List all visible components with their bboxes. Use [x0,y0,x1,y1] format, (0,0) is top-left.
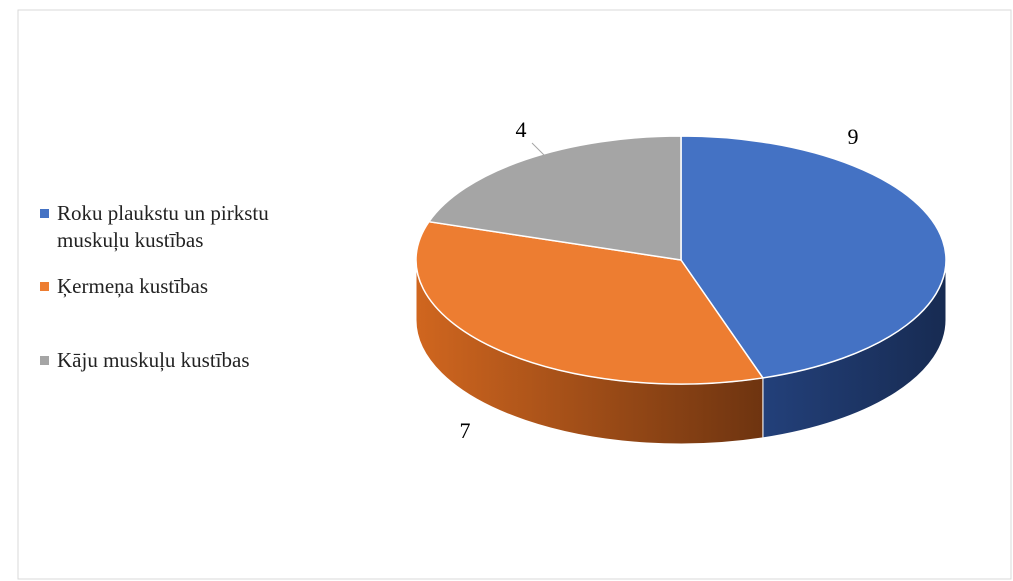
data-label: 4 [516,117,527,142]
legend-item: Ķermeņa kustības [40,273,340,300]
chart-border [17,9,1012,580]
legend-swatch [40,282,49,291]
legend-label: Roku plaukstu un pirkstu muskuļu kustība… [57,201,269,252]
legend-label: Ķermeņa kustības [57,274,209,298]
leader-line [531,142,546,157]
slice [427,135,682,261]
legend-swatch [40,356,49,365]
legend-item: Kāju muskuļu kustības [40,347,340,374]
data-label: 9 [848,124,859,149]
slice [415,220,765,385]
legend-item: Roku plaukstu un pirkstu muskuļu kustība… [40,200,340,254]
legend-swatch [40,209,49,218]
legend-label: Kāju muskuļu kustības [57,348,250,372]
slice [680,135,947,379]
data-label: 7 [460,418,471,443]
